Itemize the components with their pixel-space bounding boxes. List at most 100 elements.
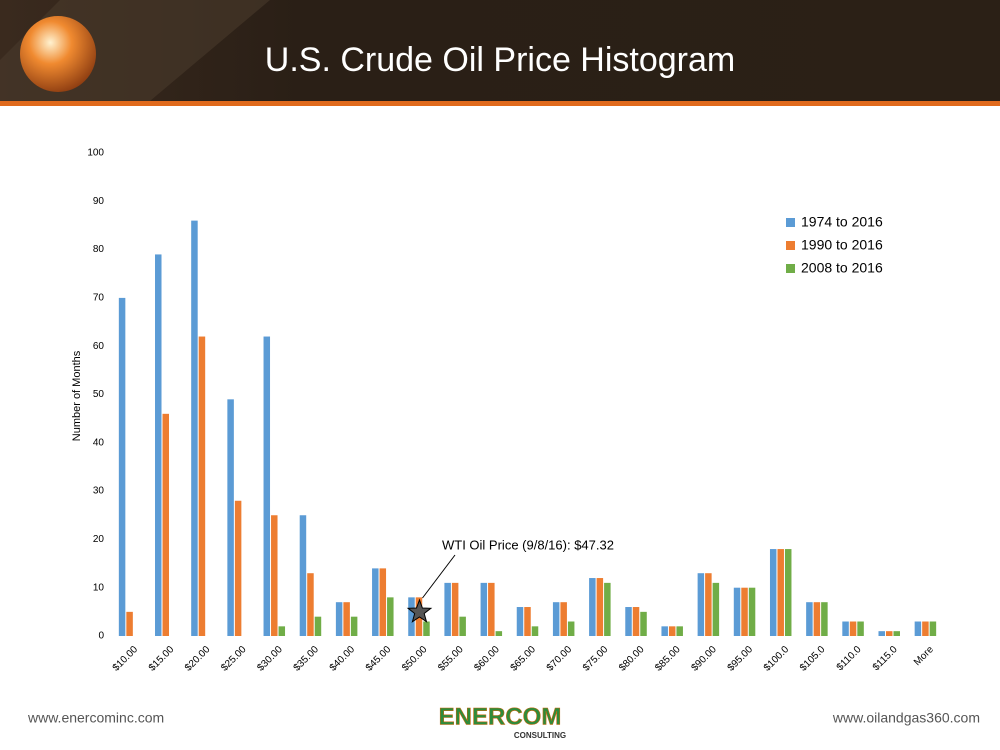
bar bbox=[372, 568, 379, 636]
bar bbox=[712, 582, 720, 636]
bar bbox=[314, 616, 322, 636]
bar bbox=[849, 621, 857, 636]
y-tick-label: 40 bbox=[93, 437, 105, 448]
footer-logo: ENERCOM bbox=[439, 703, 562, 730]
bar bbox=[552, 602, 560, 636]
bar bbox=[524, 607, 531, 636]
bar bbox=[777, 549, 784, 636]
bar bbox=[697, 573, 705, 636]
bar bbox=[459, 616, 466, 636]
bar bbox=[813, 602, 821, 636]
x-tick-label: $20.00 bbox=[183, 644, 213, 674]
x-tick-label: $110.0 bbox=[835, 644, 864, 673]
bar bbox=[741, 587, 748, 636]
legend-swatch bbox=[786, 264, 795, 273]
bar bbox=[604, 582, 611, 636]
x-tick-label: $85.00 bbox=[653, 644, 683, 674]
bar bbox=[640, 611, 647, 636]
legend-label: 2008 to 2016 bbox=[801, 260, 883, 276]
y-tick-label: 0 bbox=[98, 631, 104, 642]
x-tick-label: $115.0 bbox=[871, 644, 900, 673]
annotation-star bbox=[406, 598, 433, 623]
bar bbox=[307, 573, 314, 636]
bar bbox=[299, 515, 307, 636]
y-axis-label: Number of Months bbox=[71, 350, 83, 441]
x-tick-label: $65.00 bbox=[509, 644, 539, 674]
bar bbox=[560, 602, 567, 636]
y-tick-label: 90 bbox=[93, 196, 105, 207]
bar bbox=[922, 621, 929, 636]
bar bbox=[929, 621, 937, 636]
bar bbox=[451, 582, 459, 636]
bar bbox=[343, 602, 350, 636]
bar bbox=[350, 616, 358, 636]
bar bbox=[198, 336, 206, 636]
y-tick-label: 70 bbox=[93, 293, 105, 304]
x-tick-label: $90.00 bbox=[689, 644, 719, 674]
y-tick-label: 30 bbox=[93, 486, 105, 497]
x-tick-label: $60.00 bbox=[472, 644, 502, 674]
bar bbox=[126, 611, 133, 636]
bar bbox=[423, 621, 430, 636]
bar bbox=[444, 582, 451, 636]
x-tick-label: $25.00 bbox=[219, 644, 249, 674]
header-rule bbox=[0, 101, 1000, 106]
x-tick-label: $80.00 bbox=[617, 644, 647, 674]
bar bbox=[806, 602, 813, 636]
bar bbox=[118, 297, 126, 636]
bar bbox=[784, 549, 792, 636]
bar bbox=[155, 254, 162, 636]
x-tick-label: $40.00 bbox=[328, 644, 358, 674]
bar bbox=[589, 578, 596, 636]
y-tick-label: 60 bbox=[93, 341, 105, 352]
x-tick-label: $50.00 bbox=[400, 644, 430, 674]
bar bbox=[857, 621, 864, 636]
bar bbox=[567, 621, 575, 636]
bar bbox=[878, 631, 885, 636]
annotation-text: WTI Oil Price (9/8/16): $47.32 bbox=[442, 537, 614, 552]
bar bbox=[893, 631, 900, 636]
x-tick-label: $15.00 bbox=[147, 644, 177, 674]
bar bbox=[596, 578, 604, 636]
footer-right: www.oilandgas360.com bbox=[832, 710, 980, 726]
x-tick-label: $105.0 bbox=[798, 644, 828, 674]
bar bbox=[278, 626, 286, 636]
bar bbox=[748, 587, 756, 636]
bar bbox=[769, 549, 777, 636]
bar bbox=[885, 631, 893, 636]
x-tick-label: $95.00 bbox=[726, 644, 756, 674]
bar bbox=[632, 607, 640, 636]
legend-swatch bbox=[786, 218, 795, 227]
footer-logo-sub: CONSULTING bbox=[514, 731, 566, 740]
x-tick-label: $70.00 bbox=[545, 644, 575, 674]
bar bbox=[661, 626, 668, 636]
bar bbox=[705, 573, 712, 636]
bar bbox=[271, 515, 278, 636]
bar bbox=[387, 597, 394, 636]
legend-label: 1990 to 2016 bbox=[801, 237, 883, 253]
x-tick-label: $45.00 bbox=[364, 644, 394, 674]
bar bbox=[733, 587, 741, 636]
bar bbox=[480, 582, 488, 636]
bar bbox=[676, 626, 683, 636]
x-tick-label: $10.00 bbox=[111, 644, 141, 674]
y-tick-label: 20 bbox=[93, 534, 105, 545]
chart-title: U.S. Crude Oil Price Histogram bbox=[265, 41, 735, 79]
annotation-arrow bbox=[422, 554, 456, 599]
bar bbox=[379, 568, 387, 636]
x-tick-label: $30.00 bbox=[255, 644, 285, 674]
bar bbox=[821, 602, 828, 636]
bar bbox=[625, 607, 632, 636]
bar bbox=[191, 220, 198, 636]
bar bbox=[408, 597, 415, 636]
x-tick-label: More bbox=[912, 644, 936, 668]
x-tick-label: $100.0 bbox=[762, 644, 792, 674]
bar bbox=[668, 626, 676, 636]
legend-swatch bbox=[786, 241, 795, 250]
bar bbox=[335, 602, 343, 636]
bar bbox=[516, 607, 524, 636]
bar bbox=[531, 626, 539, 636]
footer-left: www.enercominc.com bbox=[27, 710, 164, 726]
legend-label: 1974 to 2016 bbox=[801, 214, 883, 230]
